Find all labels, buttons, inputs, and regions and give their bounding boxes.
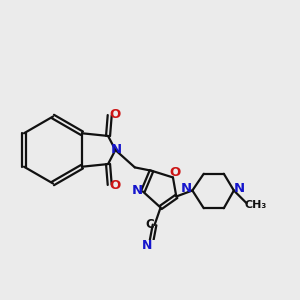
Text: N: N — [110, 143, 122, 157]
Text: C: C — [146, 218, 154, 231]
Text: O: O — [109, 108, 120, 121]
Text: N: N — [142, 239, 152, 252]
Text: N: N — [131, 184, 142, 197]
Text: N: N — [234, 182, 245, 195]
Text: O: O — [169, 166, 180, 178]
Text: CH₃: CH₃ — [244, 200, 266, 210]
Text: O: O — [109, 179, 120, 192]
Text: N: N — [181, 182, 192, 195]
